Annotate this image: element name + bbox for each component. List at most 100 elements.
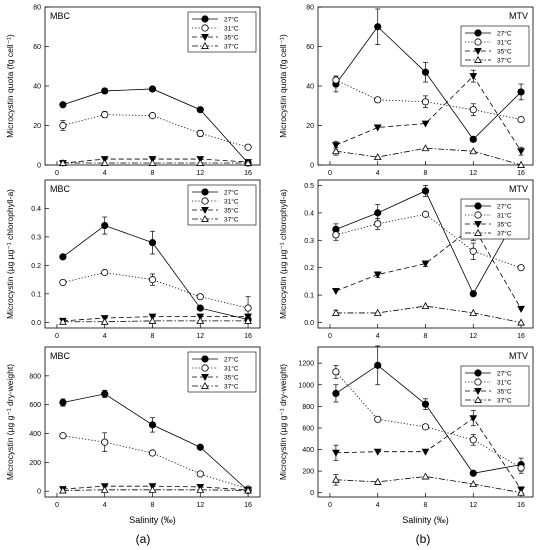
series-line	[62, 485, 249, 491]
series-line	[62, 316, 249, 322]
y-tick-label: 600	[29, 402, 41, 409]
data-point	[469, 436, 477, 444]
data-point	[421, 472, 430, 480]
data-point	[196, 470, 204, 478]
data-point	[421, 98, 430, 106]
series-line	[62, 88, 249, 164]
data-point	[517, 318, 525, 326]
panel-title: MTV	[509, 351, 528, 361]
data-point	[469, 290, 477, 298]
legend: 27°C31°C35°C37°C	[187, 351, 257, 393]
x-tick-label: 8	[151, 170, 155, 177]
data-point	[244, 316, 252, 324]
legend-box	[460, 365, 530, 407]
data-point	[101, 268, 109, 277]
data-point	[100, 317, 109, 325]
x-tick-label: 0	[55, 502, 59, 509]
panel-label-a: (a)	[136, 532, 151, 546]
x-tick-label: 0	[328, 502, 332, 509]
data-point	[59, 432, 67, 440]
legend-label: 27°C	[497, 30, 512, 38]
x-tick-label: 12	[196, 502, 204, 509]
x-tick-label: 8	[151, 502, 155, 509]
y-tick-label: 0	[310, 163, 314, 170]
y-tick-label: 600	[302, 425, 314, 432]
series-line	[335, 213, 522, 269]
legend-label: 31°C	[497, 212, 512, 220]
y-tick-label: 0	[310, 490, 314, 497]
chart-panel-2-mtv: 0 20 40 60 80 0 4 8 12 16 Microcystin quota (fg ce…	[278, 5, 534, 177]
data-point	[59, 253, 67, 261]
panel-title: MBC	[50, 184, 71, 194]
series-line	[335, 147, 522, 166]
x-tick-label: 0	[328, 333, 332, 340]
legend-marker	[201, 24, 209, 32]
y-tick-label: 40	[306, 84, 314, 91]
series-line	[62, 489, 249, 491]
legend-label: 27°C	[497, 370, 512, 378]
data-point	[101, 111, 109, 119]
data-point	[332, 231, 340, 239]
legend-marker	[474, 228, 482, 236]
series-line	[335, 225, 522, 310]
panel-title: MTV	[509, 184, 528, 194]
x-tick-label: 12	[469, 333, 477, 340]
data-point	[59, 159, 67, 166]
data-point	[469, 247, 477, 255]
legend-marker	[474, 211, 482, 219]
y-tick-label: 0.1	[31, 291, 41, 298]
y-tick-label: 0.0	[31, 320, 41, 327]
legend-label: 37°C	[497, 230, 512, 238]
legend-label: 37°C	[497, 397, 512, 405]
data-point	[421, 448, 430, 456]
data-point	[59, 317, 67, 325]
data-point	[196, 129, 204, 137]
x-tick-label: 16	[244, 170, 252, 177]
legend-label: 35°C	[224, 34, 239, 42]
data-point	[469, 135, 477, 143]
y-tick-label: 80	[33, 5, 41, 12]
x-tick-label: 8	[424, 333, 428, 340]
y-tick-label: 0.1	[304, 293, 314, 300]
series-line	[62, 225, 249, 320]
y-tick-label: 1000	[298, 382, 314, 389]
data-point	[196, 316, 205, 324]
x-tick-label: 12	[196, 170, 204, 177]
legend-label: 27°C	[497, 203, 512, 211]
y-tick-label: 400	[302, 447, 314, 454]
legend-marker	[474, 395, 482, 403]
data-point	[101, 390, 109, 398]
y-tick-label: 40	[33, 84, 41, 91]
legend-label: 35°C	[224, 374, 239, 382]
legend-marker	[201, 355, 209, 363]
data-point	[373, 308, 382, 316]
legend-marker	[474, 38, 482, 46]
y-tick-label: 200	[302, 469, 314, 476]
data-point	[101, 221, 109, 230]
series-31c	[59, 268, 252, 320]
y-tick-label: 60	[306, 44, 314, 51]
series-line	[62, 320, 249, 323]
legend-box	[187, 351, 257, 393]
data-point	[421, 68, 430, 76]
data-point	[196, 293, 204, 301]
data-point	[196, 443, 204, 451]
y-tick-label: 0.3	[31, 234, 41, 241]
data-point	[148, 449, 157, 457]
series-31c	[59, 111, 252, 151]
data-point	[332, 475, 340, 483]
series-35c	[332, 69, 525, 156]
legend-marker	[201, 34, 209, 42]
x-tick-label: 12	[469, 170, 477, 177]
y-axis-label: Microcystin (µg µg⁻¹ chlorophyll-a)	[278, 189, 288, 319]
data-point	[101, 87, 109, 95]
data-point	[59, 398, 67, 407]
data-point	[244, 143, 252, 151]
chart-panel-6-mtv: 0 200 400 600 800 1000 1200 0 4 8 12 16 Microcystin …	[278, 345, 534, 525]
y-tick-label: 0.4	[31, 206, 41, 213]
series-line	[62, 435, 249, 490]
data-point	[332, 76, 340, 84]
data-point	[148, 159, 157, 166]
series-line	[62, 114, 249, 148]
